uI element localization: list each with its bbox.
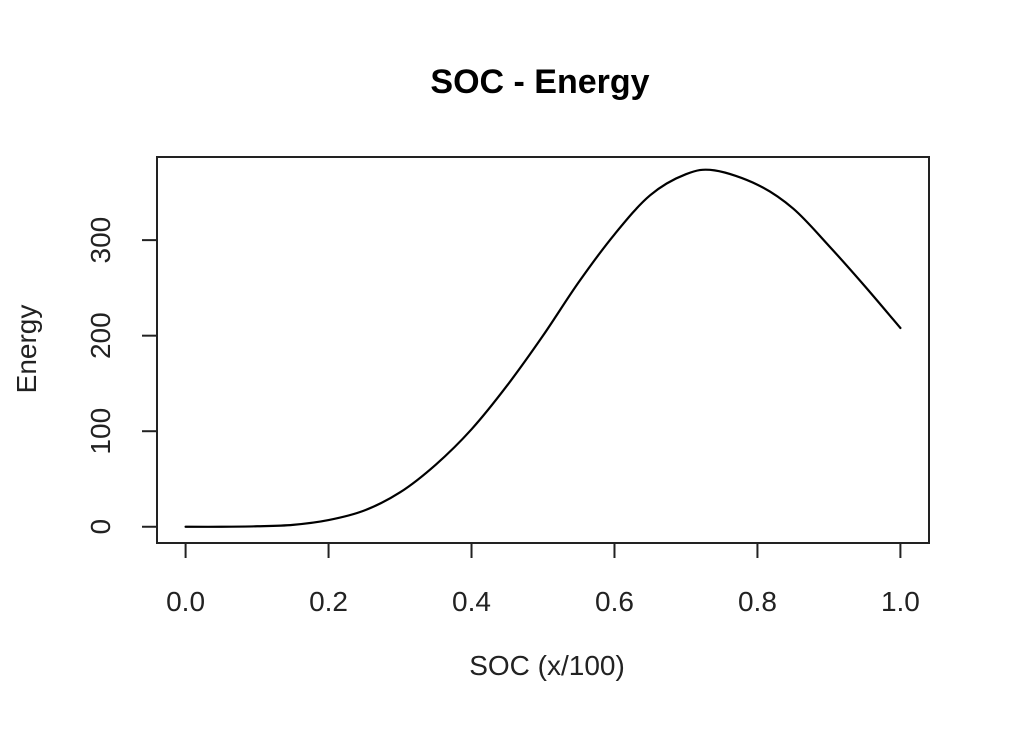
y-tick-label: 200 xyxy=(85,312,116,359)
y-axis-label: Energy xyxy=(11,305,42,394)
y-axis: 0 100 200 300 xyxy=(85,217,158,535)
chart-title: SOC - Energy xyxy=(430,63,649,101)
x-tick-label: 0.4 xyxy=(452,586,491,617)
x-axis-label: SOC (x/100) xyxy=(469,650,625,681)
x-tick-label: 1.0 xyxy=(881,586,920,617)
y-tick-label: 100 xyxy=(85,408,116,455)
y-tick-label: 300 xyxy=(85,217,116,264)
y-tick-label: 0 xyxy=(85,519,116,535)
x-tick-label: 0.6 xyxy=(595,586,634,617)
x-tick-label: 0.8 xyxy=(738,586,777,617)
x-axis: 0.0 0.2 0.4 0.6 0.8 1.0 xyxy=(166,542,920,617)
x-tick-label: 0.2 xyxy=(309,586,348,617)
series-line xyxy=(184,168,902,528)
x-tick-label: 0.0 xyxy=(166,586,205,617)
plot-frame xyxy=(156,156,930,544)
